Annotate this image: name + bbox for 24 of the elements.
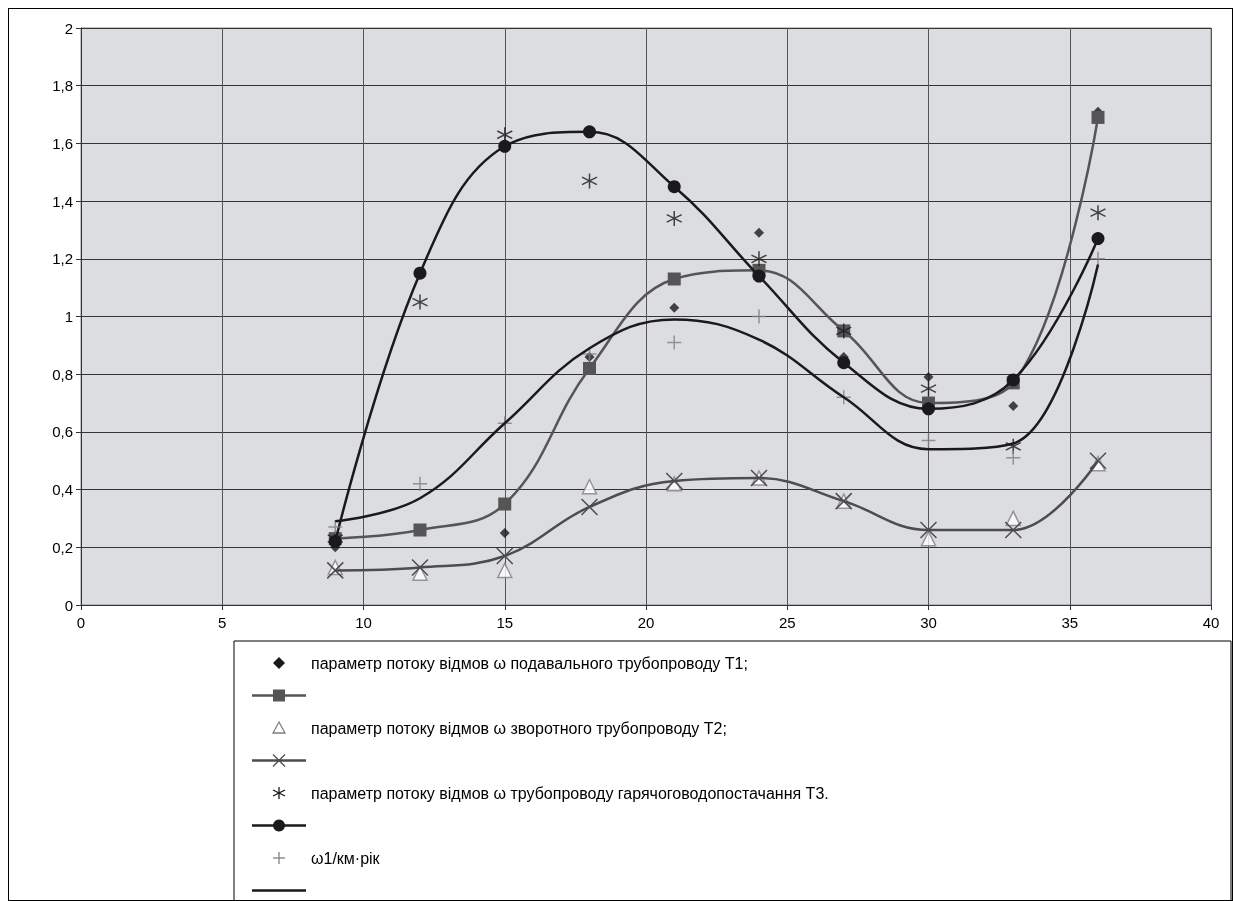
x-tick-label: 5: [218, 614, 227, 631]
x-tick-label: 25: [778, 614, 796, 631]
x-tick-label: 0: [76, 614, 86, 631]
x-tick-label: 10: [355, 614, 372, 631]
y-tick-label: 1,8: [52, 77, 73, 95]
y-tick-label: 1,6: [52, 134, 73, 152]
legend-label: параметр потоку відмов ω трубопроводу гарячоговодопостачання Т3.: [311, 784, 829, 802]
y-tick-label: 0,8: [52, 365, 73, 383]
y-tick-label: 1,2: [52, 250, 73, 268]
x-tick-label: 35: [1061, 614, 1079, 631]
legend-label: параметр потоку відмов ω зворотного трубопроводу Т2;: [311, 719, 727, 737]
x-tick-label: 20: [637, 614, 655, 631]
legend-label: ω1/км·рік: [311, 849, 381, 867]
y-tick-label: 0: [64, 596, 73, 614]
y-tick-label: 0,2: [52, 538, 73, 556]
y-tick-label: 0,4: [52, 481, 73, 499]
y-tick-label: 0,6: [52, 423, 73, 441]
y-tick-label: 1,4: [52, 192, 73, 210]
y-tick-label: 1: [64, 308, 73, 325]
x-tick-label: 40: [1202, 614, 1220, 631]
y-tick-label: 2: [64, 19, 73, 37]
x-tick-label: 30: [920, 614, 937, 631]
x-tick-label: 15: [496, 614, 514, 631]
legend-label: параметр потоку відмов ω подавального трубопроводу Т1;: [311, 654, 748, 672]
